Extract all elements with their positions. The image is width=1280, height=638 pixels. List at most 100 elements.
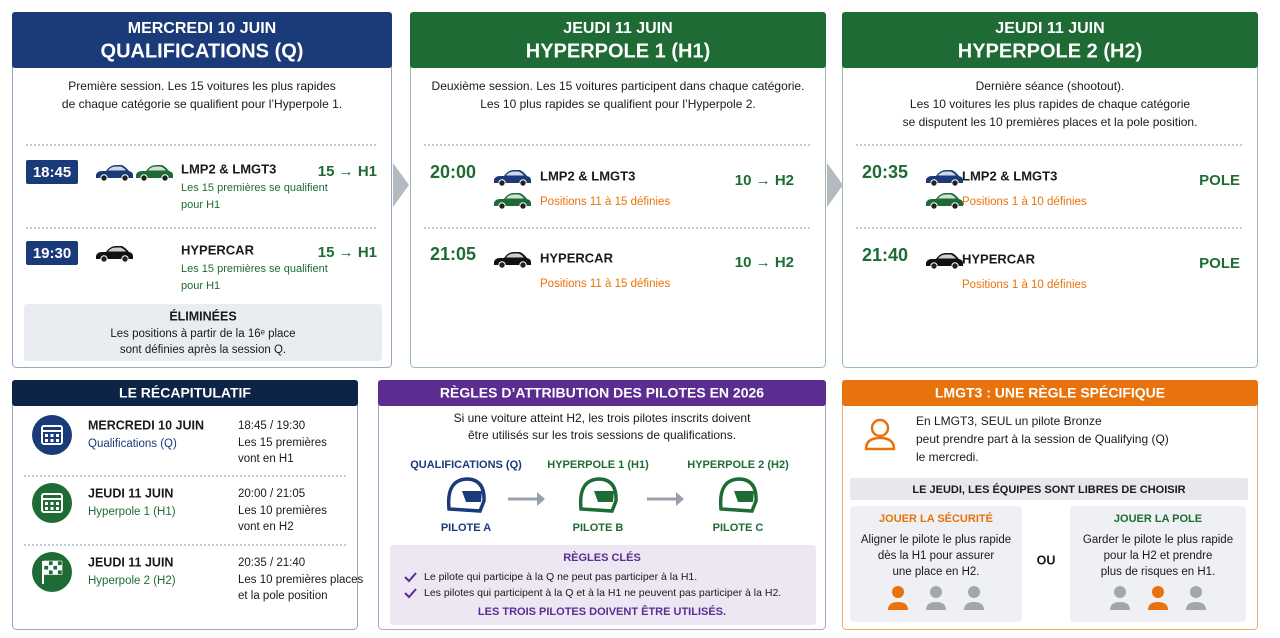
eliminated-text: sont définies après la session Q. bbox=[120, 344, 286, 356]
step-pilot: PILOTE B bbox=[573, 522, 624, 534]
person-icon bbox=[1110, 586, 1130, 610]
car-window bbox=[938, 171, 956, 176]
car-wheel bbox=[100, 255, 108, 263]
car-window bbox=[148, 166, 166, 171]
car-wheel bbox=[930, 202, 938, 210]
person-body bbox=[1186, 602, 1206, 610]
option-title: JOUER LA SÉCURITÉ bbox=[879, 512, 993, 525]
helmet-shell bbox=[718, 477, 758, 513]
panel-header bbox=[842, 12, 1258, 68]
car-wheel bbox=[930, 262, 938, 270]
option-text: une place en H2. bbox=[893, 566, 980, 578]
car-wheel bbox=[951, 262, 959, 270]
recap-text: Les 10 premières bbox=[238, 505, 327, 517]
lmgt3-choice: LE JEUDI, LES ÉQUIPES SONT LIBRES DE CHO… bbox=[912, 483, 1185, 496]
panel-header bbox=[378, 380, 826, 406]
calendar-cell bbox=[45, 434, 48, 437]
panel-description: Première session. Les 15 voitures les pl… bbox=[68, 79, 335, 93]
person-head bbox=[892, 586, 904, 598]
calendar-cell bbox=[56, 502, 59, 505]
recap-text: vont en H1 bbox=[238, 453, 294, 465]
recap-text: et la pole position bbox=[238, 590, 328, 602]
calendar-cell bbox=[50, 434, 54, 437]
session-class: HYPERCAR bbox=[540, 250, 614, 265]
step-arrowhead bbox=[676, 492, 684, 506]
step-pilot: PILOTE A bbox=[441, 522, 491, 534]
session-class: LMP2 & LMGT3 bbox=[540, 168, 635, 183]
flow-arrow bbox=[827, 163, 843, 207]
lmgt3-text: peut prendre part à la session de Qualif… bbox=[916, 432, 1169, 446]
car-wheel bbox=[498, 179, 506, 187]
lmgt3-text: le mercredi. bbox=[916, 450, 979, 464]
panel-title: QUALIFICATIONS (Q) bbox=[101, 40, 304, 62]
session-class: LMP2 & LMGT3 bbox=[962, 168, 1057, 183]
calendar-cell bbox=[50, 502, 54, 505]
car-wheel bbox=[951, 202, 959, 210]
session-note: Les 15 premières se qualifient bbox=[181, 182, 328, 194]
option-text: plus de risques en H1. bbox=[1101, 566, 1215, 578]
flag-cell bbox=[43, 569, 49, 575]
step-pilot: PILOTE C bbox=[713, 522, 764, 534]
person-icon bbox=[1186, 586, 1206, 610]
helmet-visor bbox=[734, 491, 754, 502]
car-wheel bbox=[161, 174, 169, 182]
panel-day: JEUDI 11 JUIN bbox=[563, 20, 672, 37]
car-icon bbox=[136, 165, 173, 182]
recap-icon bbox=[32, 552, 72, 592]
option-text: Garder le pilote le plus rapide bbox=[1083, 534, 1233, 546]
rules-text: Si une voiture atteint H2, les trois pil… bbox=[454, 411, 751, 425]
person-body bbox=[1110, 602, 1130, 610]
step-session: HYPERPOLE 2 (H2) bbox=[687, 459, 789, 471]
person-head bbox=[968, 586, 980, 598]
session-note: pour H1 bbox=[181, 199, 220, 211]
eliminated-box bbox=[24, 304, 382, 361]
person-body bbox=[1148, 602, 1168, 610]
rules-text: être utilisés sur les trois sessions de … bbox=[468, 428, 736, 442]
car-wheel bbox=[100, 174, 108, 182]
panel-description: Les 10 voitures les plus rapides de chaq… bbox=[910, 97, 1191, 111]
car-window bbox=[506, 171, 524, 176]
person-icon bbox=[864, 418, 896, 451]
recap-day: MERCREDI 10 JUIN bbox=[88, 418, 204, 432]
session-note: Les 15 premières se qualifient bbox=[181, 263, 328, 275]
panel-header bbox=[12, 380, 358, 406]
or-label: OU bbox=[1037, 553, 1056, 567]
session-class: LMP2 & LMGT3 bbox=[181, 161, 276, 176]
person-icon bbox=[926, 586, 946, 610]
recap-text: vont en H2 bbox=[238, 521, 294, 533]
panel-description: de chaque catégorie se qualifient pour l… bbox=[62, 97, 342, 111]
recap-times: 20:00 / 21:05 bbox=[238, 488, 305, 500]
recap-text: Les 15 premières bbox=[238, 437, 327, 449]
option-text: pour la H2 et prendre bbox=[1104, 550, 1213, 562]
car-wheel bbox=[140, 174, 148, 182]
session-time: 18:45 bbox=[33, 164, 71, 181]
recap-session: Hyperpole 1 (H1) bbox=[88, 506, 176, 518]
person-head bbox=[1152, 586, 1164, 598]
session-time: 20:35 bbox=[862, 162, 908, 182]
session-note: Positions 11 à 15 définies bbox=[540, 278, 670, 290]
car-icon bbox=[494, 170, 531, 187]
recap-times: 18:45 / 19:30 bbox=[238, 420, 305, 432]
helmet-shell bbox=[578, 477, 618, 513]
check-icon bbox=[404, 588, 417, 599]
step-session: HYPERPOLE 1 (H1) bbox=[547, 459, 649, 471]
time-box bbox=[26, 241, 78, 265]
session-note: Positions 11 à 15 définies bbox=[540, 196, 670, 208]
person-body bbox=[864, 436, 896, 451]
panel-day: JEUDI 11 JUIN bbox=[995, 20, 1104, 37]
panel-description: se disputent les 10 premières places et … bbox=[903, 115, 1198, 129]
flag-cell bbox=[57, 565, 63, 571]
car-wheel bbox=[519, 261, 527, 269]
car-icon bbox=[494, 193, 531, 210]
panel-header bbox=[842, 380, 1258, 406]
flag-cell bbox=[52, 569, 58, 575]
car-wheel bbox=[121, 255, 129, 263]
eliminated-text: Les positions à partir de la 16ᵉ place bbox=[110, 328, 295, 340]
session-time: 21:40 bbox=[862, 245, 908, 265]
session-time: 19:30 bbox=[33, 245, 71, 262]
panel-day: MERCREDI 10 JUIN bbox=[128, 20, 276, 37]
flag-cell bbox=[43, 560, 49, 566]
calendar-cell bbox=[50, 439, 54, 442]
person-icon bbox=[1148, 586, 1168, 610]
